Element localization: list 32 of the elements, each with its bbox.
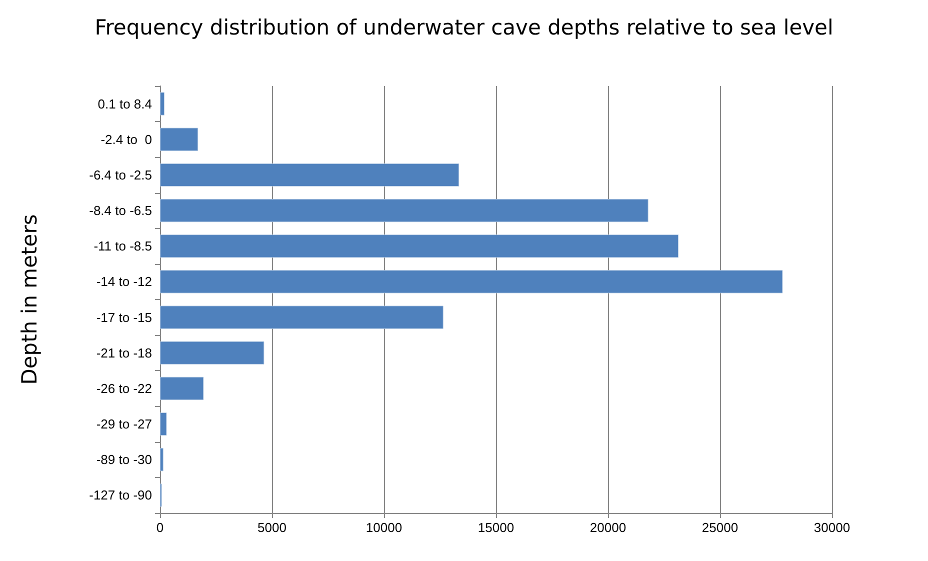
x-tick-label: 20000 xyxy=(590,520,626,535)
y-tick-label: -8.4 to -6.5 xyxy=(89,203,152,218)
y-tick-label: 0.1 to 8.4 xyxy=(98,96,152,112)
x-tick-label: 15000 xyxy=(478,520,514,535)
y-tick-label: -14 to -12 xyxy=(96,274,152,290)
bar xyxy=(160,306,444,329)
bar xyxy=(160,412,167,436)
bar xyxy=(160,376,204,400)
y-tick-label: -2.4 to 0 xyxy=(100,132,152,147)
bar xyxy=(160,198,648,222)
y-tick-label: -11 to -8.5 xyxy=(94,238,152,254)
x-tick-label: 5000 xyxy=(258,520,286,535)
x-tick-label: 0 xyxy=(156,520,164,535)
y-tick-label: -29 to -27 xyxy=(96,416,152,432)
bar xyxy=(160,234,679,258)
x-tick-label: 25000 xyxy=(702,520,738,535)
y-tick-label: -17 to -15 xyxy=(96,310,152,325)
y-tick-label: -6.4 to -2.5 xyxy=(89,167,152,182)
x-tick-label: 30000 xyxy=(814,520,850,535)
bar xyxy=(160,163,460,187)
chart-title: Frequency distribution of underwater cave depths relative to sea level xyxy=(94,16,834,40)
y-tick-label: -127 to -90 xyxy=(89,488,152,503)
bar xyxy=(160,128,198,151)
y-axis-title: Depth in meters xyxy=(18,214,42,385)
bar xyxy=(160,448,164,472)
y-tick-label: -89 to -30 xyxy=(96,452,152,468)
bar xyxy=(160,270,783,294)
y-tick-label: -26 to -22 xyxy=(96,380,152,396)
x-tick-label: 10000 xyxy=(366,520,402,535)
y-tick-label: -21 to -18 xyxy=(96,345,152,360)
bar xyxy=(160,92,164,116)
bar xyxy=(160,341,264,364)
